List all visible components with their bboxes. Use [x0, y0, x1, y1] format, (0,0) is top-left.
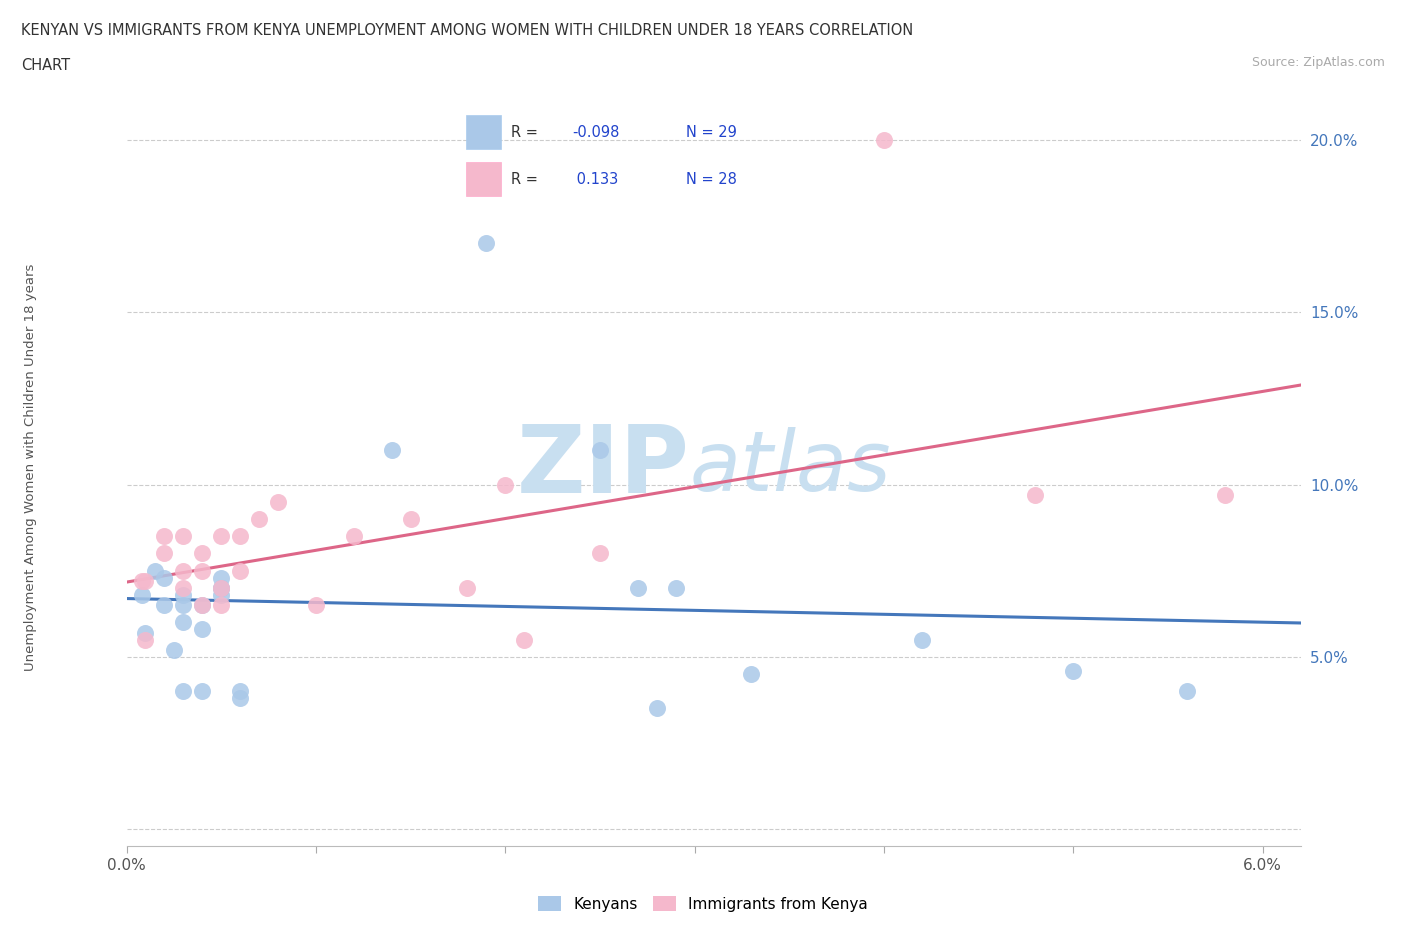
Text: R =: R = — [510, 125, 538, 140]
Point — [381, 443, 404, 458]
Legend: Kenyans, Immigrants from Kenya: Kenyans, Immigrants from Kenya — [531, 889, 875, 918]
Point — [209, 580, 232, 595]
Text: ZIP: ZIP — [517, 421, 690, 513]
Point — [153, 546, 176, 561]
Point — [153, 598, 176, 613]
Point — [134, 632, 156, 647]
Point — [513, 632, 536, 647]
Point — [163, 643, 186, 658]
Text: Source: ZipAtlas.com: Source: ZipAtlas.com — [1251, 56, 1385, 69]
Point — [873, 133, 896, 148]
Point — [191, 684, 214, 698]
Bar — [465, 162, 501, 196]
Point — [399, 512, 422, 526]
Text: R =: R = — [510, 172, 538, 187]
Point — [172, 529, 194, 544]
Point — [209, 580, 232, 595]
Point — [131, 588, 153, 603]
Point — [209, 598, 232, 613]
Text: N = 28: N = 28 — [686, 172, 737, 187]
Point — [191, 598, 214, 613]
Point — [209, 529, 232, 544]
Point — [172, 684, 194, 698]
Point — [172, 580, 194, 595]
Point — [229, 529, 252, 544]
Point — [172, 564, 194, 578]
Point — [153, 570, 176, 585]
Text: Unemployment Among Women with Children Under 18 years: Unemployment Among Women with Children U… — [24, 263, 38, 671]
Point — [134, 574, 156, 589]
Text: -0.098: -0.098 — [572, 125, 619, 140]
Point — [172, 615, 194, 630]
Point — [229, 564, 252, 578]
Text: atlas: atlas — [690, 427, 891, 508]
Point — [627, 580, 650, 595]
Point — [267, 495, 290, 510]
Point — [229, 691, 252, 706]
Point — [247, 512, 270, 526]
Point — [191, 622, 214, 637]
Point — [475, 236, 498, 251]
Point — [456, 580, 478, 595]
Point — [172, 598, 194, 613]
Point — [589, 443, 612, 458]
Point — [665, 580, 688, 595]
Point — [1024, 487, 1046, 502]
Point — [589, 546, 612, 561]
Point — [191, 564, 214, 578]
Point — [911, 632, 934, 647]
Point — [134, 625, 156, 640]
Point — [1175, 684, 1198, 698]
Point — [143, 564, 166, 578]
Bar — [465, 115, 501, 150]
Point — [209, 588, 232, 603]
Point — [494, 477, 516, 492]
Point — [191, 546, 214, 561]
Point — [1062, 663, 1084, 678]
Point — [153, 529, 176, 544]
Point — [209, 580, 232, 595]
Point — [131, 574, 153, 589]
Point — [305, 598, 328, 613]
Point — [191, 598, 214, 613]
Text: KENYAN VS IMMIGRANTS FROM KENYA UNEMPLOYMENT AMONG WOMEN WITH CHILDREN UNDER 18 : KENYAN VS IMMIGRANTS FROM KENYA UNEMPLOY… — [21, 23, 914, 38]
Text: N = 29: N = 29 — [686, 125, 737, 140]
Text: 0.133: 0.133 — [572, 172, 619, 187]
Point — [645, 701, 668, 716]
Point — [1213, 487, 1236, 502]
Point — [343, 529, 366, 544]
Text: CHART: CHART — [21, 58, 70, 73]
Point — [172, 588, 194, 603]
Point — [209, 570, 232, 585]
Point — [229, 684, 252, 698]
Point — [740, 667, 762, 682]
